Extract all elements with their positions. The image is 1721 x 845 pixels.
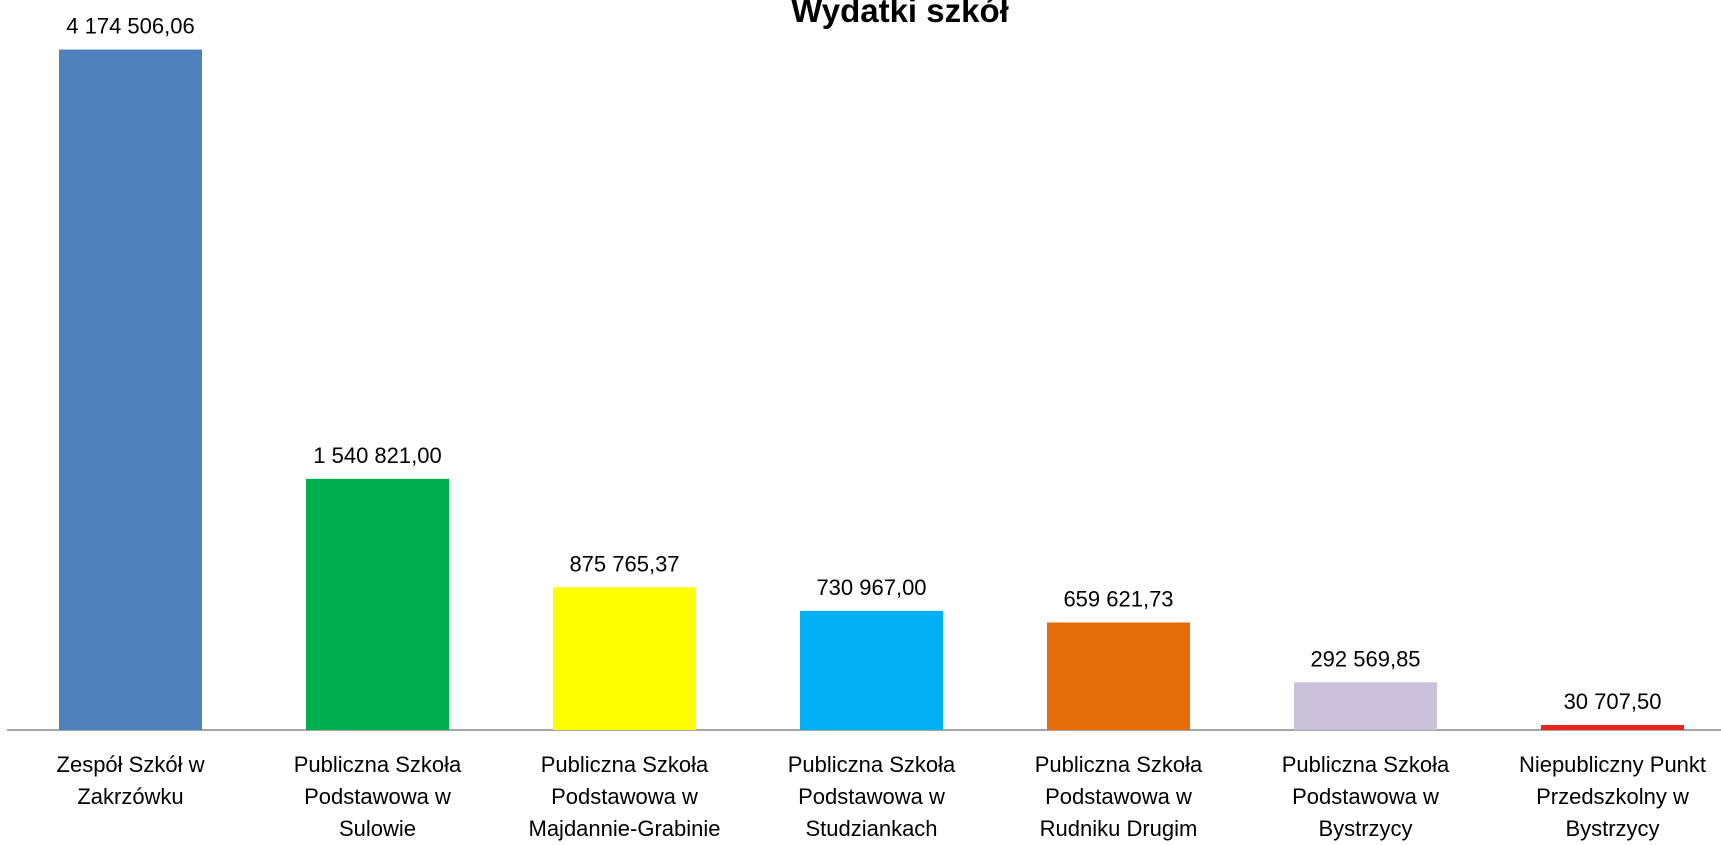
data-label: 4 174 506,06: [66, 14, 194, 39]
data-label: 292 569,85: [1310, 646, 1420, 671]
bar: [800, 610, 943, 730]
x-tick-label: Publiczna Szkoła Podstawowa w Sulowie: [294, 752, 462, 841]
bar: [306, 478, 449, 730]
data-label: 730 967,00: [816, 575, 926, 600]
data-label: 1 540 821,00: [313, 443, 441, 468]
x-tick-label: Publiczna Szkoła Podstawowa w Majdannie-Gr…: [529, 752, 721, 841]
bar: [553, 587, 696, 730]
bar: [1294, 682, 1437, 730]
x-tick-label: Publiczna Szkoła Podstawowa w Studziankach: [788, 752, 956, 841]
chart-title: Wydatki szkół: [791, 0, 1009, 29]
data-label: 659 621,73: [1063, 586, 1173, 611]
x-tick-label: Zespół Szkół w Zakrzówku: [57, 752, 205, 809]
data-label: 30 707,50: [1564, 689, 1662, 714]
x-tick-label: Publiczna Szkoła Podstawowa w Rudniku Drug…: [1035, 752, 1203, 841]
bar: [1047, 622, 1190, 730]
x-tick-label: Niepubliczny Punkt Przedszkolny w Bystrzyc…: [1519, 752, 1706, 841]
bar: [1541, 724, 1684, 730]
bar: [59, 49, 202, 730]
x-tick-label: Publiczna Szkoła Podstawowa w Bystrzycy: [1282, 752, 1450, 841]
data-label: 875 765,37: [569, 551, 679, 576]
